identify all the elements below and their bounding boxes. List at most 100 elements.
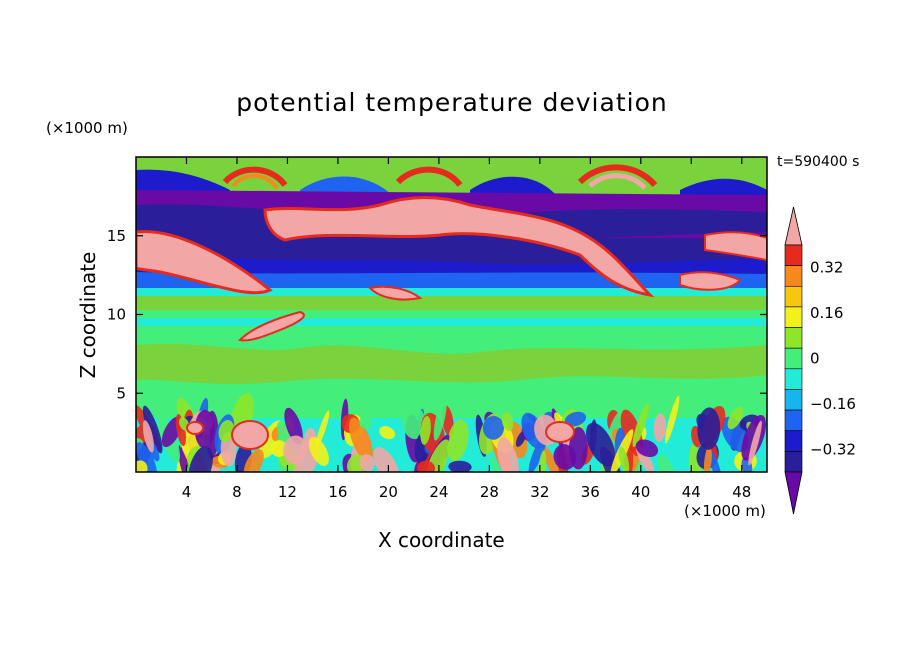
turbulence-cell (748, 420, 762, 466)
x-tick-label: 12 (278, 483, 297, 501)
colorbar-segment (784, 265, 803, 287)
turbulence-cell (359, 416, 373, 429)
chart-title: potential temperature deviation (236, 88, 668, 117)
colorbar-segment (784, 306, 803, 328)
x-tick-label: 16 (328, 483, 347, 501)
y-axis: 5 10 15 (107, 227, 767, 402)
field-warm-arc (222, 166, 288, 187)
field-warm-blob (367, 285, 423, 301)
field-warm-blob (136, 230, 273, 295)
turbulence-cell (448, 460, 472, 472)
field-warm-blob (237, 310, 305, 342)
turbulence-warm-blob (186, 421, 204, 435)
turbulence-cell (727, 406, 744, 430)
turbulence-cell (564, 411, 587, 427)
turbulence-cell (446, 419, 469, 462)
turbulence-cell (501, 412, 514, 432)
turbulence-cell (194, 409, 215, 449)
x-tick-label: 32 (530, 483, 549, 501)
colorbar-segment (784, 368, 803, 390)
y-tick-label: 5 (116, 384, 126, 402)
colorbar-label: −0.32 (810, 440, 856, 458)
field-green-band (136, 343, 767, 384)
x-tick-label: 8 (232, 483, 242, 501)
colorbar-segment (784, 244, 803, 266)
colorbar-label: 0.32 (810, 259, 843, 277)
turbulence-cell (537, 450, 547, 472)
turbulence-cell (349, 417, 373, 462)
turbulence-cell (541, 444, 565, 472)
turbulence-cell (188, 446, 213, 472)
turbulence-cell (586, 422, 616, 467)
turbulence-cell (218, 420, 235, 443)
x-tick-label: 24 (429, 483, 448, 501)
time-label: t=590400 s (777, 154, 860, 170)
turbulence-cell (308, 436, 329, 466)
turbulence-cell (142, 420, 154, 453)
field-warm-blob (679, 271, 742, 291)
field-green-band (136, 296, 767, 310)
colorbar-label: 0.16 (810, 304, 843, 322)
boundary-layer-turbulence (136, 393, 767, 472)
x-tick-label: 44 (682, 483, 701, 501)
turbulence-warm-blob (545, 421, 575, 443)
turbulence-cell (703, 446, 712, 472)
turbulence-cell (315, 410, 330, 448)
turbulence-cell (489, 456, 502, 472)
colorbar-segment (784, 327, 803, 349)
colorbar-extend-high (784, 206, 803, 246)
turbulence-cell (283, 435, 308, 465)
y-axis-unit: (×1000 m) (46, 119, 128, 137)
field-warm-arc (588, 173, 647, 190)
colorbar-label: 0 (810, 350, 820, 368)
colorbar-segment (784, 430, 803, 452)
turbulence-cell (425, 439, 450, 472)
turbulence-cell (635, 439, 659, 458)
field-warm-arc (577, 164, 658, 188)
turbulence-cell (632, 403, 649, 448)
x-axis-unit: (×1000 m) (684, 502, 766, 520)
colorbar-segment (784, 409, 803, 432)
turbulence-cell (142, 405, 163, 454)
turbulence-cell (664, 395, 680, 444)
colorbar-segment (784, 451, 803, 473)
turbulence-cell (136, 460, 148, 472)
x-tick-label: 20 (379, 483, 398, 501)
turbulence-cell (284, 407, 303, 445)
field-green-band (136, 383, 767, 418)
x-tick-label: 40 (631, 483, 650, 501)
colorbar-segment (784, 285, 803, 308)
turbulence-cell (497, 437, 519, 472)
field-cyan-band (136, 318, 767, 326)
turbulence-cell (373, 447, 400, 472)
x-tick-label: 28 (480, 483, 499, 501)
x-tick-label: 48 (732, 483, 751, 501)
colorbar-segment (784, 347, 803, 370)
turbulence-cell (420, 415, 431, 445)
x-axis-label: X coordinate (378, 528, 505, 552)
turbulence-cell (709, 449, 724, 472)
turbulence-cell (270, 440, 288, 457)
colorbar-label: −0.16 (810, 395, 856, 413)
turbulence-warm-blob (231, 420, 269, 450)
field-warm-arc (231, 173, 279, 190)
field-warm-blob (704, 231, 767, 262)
turbulence-cell (136, 442, 158, 472)
turbulence-cell (657, 454, 675, 472)
field-cyan-band (136, 288, 767, 298)
turbulence-cell (433, 396, 447, 441)
contour-field (136, 157, 767, 472)
field-warm-arc (395, 166, 463, 187)
turbulence-cell (359, 454, 375, 472)
turbulence-cell (618, 446, 630, 472)
colorbar: 0.32 0.16 0 −0.16 −0.32 (784, 206, 856, 515)
x-tick-label: 4 (182, 483, 192, 501)
y-tick-label: 10 (107, 306, 126, 324)
x-axis: 4 8 12 16 20 24 28 32 36 40 44 48 (182, 157, 751, 501)
x-tick-label: 36 (581, 483, 600, 501)
turbulence-cell (653, 413, 667, 442)
turbulence-cell (697, 407, 721, 450)
turbulence-cell (569, 426, 588, 470)
